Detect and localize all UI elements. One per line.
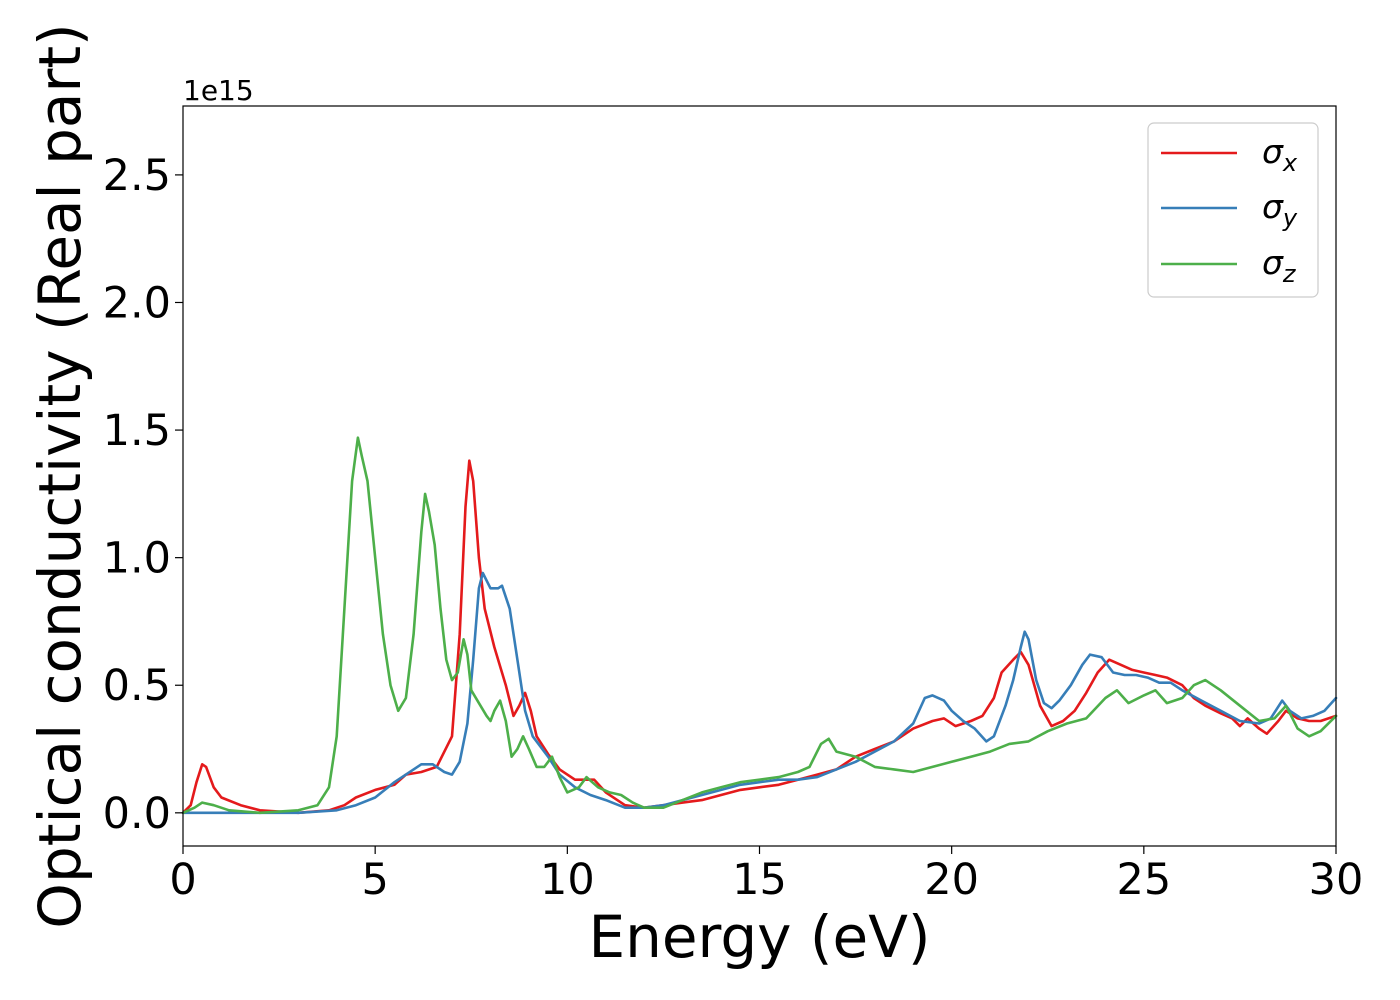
legend-label-y: σy — [1262, 187, 1298, 232]
series-line-y — [181, 571, 1338, 815]
x-tick-label: 15 — [732, 855, 787, 905]
x-tick-label: 20 — [924, 855, 979, 905]
y-offset-text: 1e15 — [183, 74, 254, 107]
y-tick-label: 1.5 — [103, 406, 171, 456]
x-tick-label: 10 — [540, 855, 595, 905]
x-tick-label: 5 — [361, 855, 388, 905]
y-tick-label: 0.5 — [103, 661, 171, 711]
y-tick-label: 2.0 — [103, 278, 171, 328]
y-axis-label: Optical conductivity (Real part) — [26, 23, 94, 928]
legend-label-x: σx — [1262, 132, 1298, 177]
x-axis-ticks: 0 5 10 15 20 25 30 — [169, 846, 1363, 905]
y-tick-label: 0.0 — [103, 789, 171, 839]
x-axis-label: Energy (eV) — [588, 903, 930, 971]
x-tick-label: 30 — [1309, 855, 1364, 905]
legend-label-z: σz — [1262, 243, 1297, 288]
y-tick-label: 2.5 — [103, 151, 171, 201]
x-tick-label: 0 — [169, 855, 196, 905]
x-tick-label: 25 — [1116, 855, 1171, 905]
legend-entries: σx σy σz — [1161, 132, 1298, 288]
series-layer — [181, 436, 1338, 815]
legend: σx σy σz — [1147, 122, 1319, 298]
legend-box — [1147, 122, 1319, 298]
series-line-z — [181, 436, 1338, 815]
y-axis-ticks: 0.0 0.5 1.0 1.5 2.0 2.5 — [103, 151, 183, 839]
y-tick-label: 1.0 — [103, 534, 171, 584]
